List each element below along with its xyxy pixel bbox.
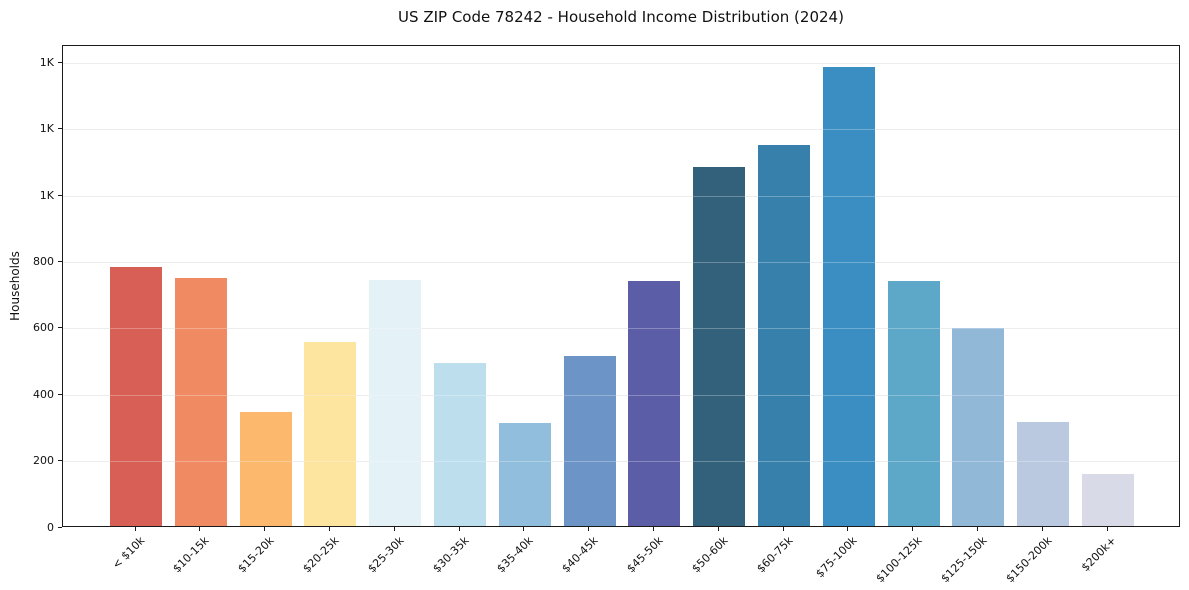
y-tick-label: 200 (33, 454, 54, 468)
y-tick-mark (58, 128, 62, 130)
x-tick-mark (264, 527, 266, 531)
x-tick-mark (588, 527, 590, 531)
chart-title: US ZIP Code 78242 - Household Income Dis… (398, 8, 844, 26)
gridline-overlay (63, 129, 1179, 131)
gridline-overlay (63, 461, 1179, 463)
x-tick-label-5: $30-35k (429, 534, 472, 576)
x-tick-label-2: $15-20k (235, 534, 277, 576)
x-tick-label-4: $25-30k (365, 534, 407, 576)
x-tick-mark (134, 527, 136, 531)
gridline-overlay (63, 261, 1179, 263)
gridline (63, 129, 1179, 131)
y-tick-label: 600 (33, 321, 54, 335)
y-tick-label: 800 (33, 254, 54, 268)
bar-10 (758, 144, 810, 526)
bar-12 (887, 281, 940, 526)
x-tick-mark (1041, 527, 1043, 531)
x-tick-label-3: $20-25k (300, 534, 342, 576)
gridline (63, 195, 1179, 197)
x-tick-label-7: $40-45k (559, 534, 601, 576)
gridline-overlay (63, 62, 1179, 64)
y-tick-label: 1K (39, 55, 54, 69)
gridline (63, 261, 1179, 263)
gridline-overlay (63, 328, 1179, 330)
bar-13 (952, 327, 1005, 526)
bar-1 (174, 277, 227, 526)
bar-5 (434, 363, 486, 526)
x-tick-mark (976, 527, 978, 531)
bar-4 (369, 279, 422, 526)
bar-14 (1017, 421, 1070, 526)
y-tick-mark (58, 460, 62, 462)
x-tick-label-14: $150-200k (1003, 534, 1055, 586)
y-tick-label: 1K (39, 188, 54, 202)
x-tick-label-12: $100-125k (873, 534, 925, 586)
x-tick-mark (393, 527, 395, 531)
x-tick-mark (652, 527, 654, 531)
x-tick-label-11: $75-100k (813, 534, 861, 581)
x-tick-label-0: < $10k (109, 534, 148, 572)
bar-15 (1082, 473, 1134, 526)
x-tick-label-9: $50-60k (689, 534, 731, 576)
bar-2 (239, 411, 292, 526)
plot-area (62, 45, 1180, 527)
x-tick-mark (328, 527, 330, 531)
gridline (63, 328, 1179, 330)
gridline (63, 394, 1179, 396)
y-tick-mark (58, 61, 62, 63)
x-tick-mark (199, 527, 201, 531)
y-tick-mark (58, 260, 62, 262)
gridline (63, 62, 1179, 64)
gridline-overlay (63, 195, 1179, 197)
x-tick-label-13: $125-150k (938, 534, 990, 586)
bar-7 (563, 355, 616, 526)
x-tick-mark (847, 527, 849, 531)
bar-3 (304, 341, 357, 526)
y-tick-mark (58, 526, 62, 528)
x-tick-mark (523, 527, 525, 531)
x-tick-label-10: $60-75k (753, 534, 796, 576)
x-tick-mark (782, 527, 784, 531)
x-tick-label-15: $200k+ (1079, 534, 1120, 575)
x-tick-mark (717, 527, 719, 531)
y-tick-label: 400 (33, 387, 54, 401)
x-tick-mark (1106, 527, 1108, 531)
y-tick-mark (58, 194, 62, 196)
x-tick-label-8: $45-50k (624, 534, 666, 576)
bar-9 (693, 167, 746, 526)
bar-6 (498, 422, 551, 526)
gridline (63, 461, 1179, 463)
x-tick-mark (912, 527, 914, 531)
gridline-overlay (63, 394, 1179, 396)
y-tick-mark (58, 393, 62, 395)
y-tick-mark (58, 327, 62, 329)
bar-0 (110, 267, 162, 526)
x-tick-mark (458, 527, 460, 531)
y-tick-label: 0 (47, 520, 54, 534)
bar-8 (628, 281, 681, 526)
y-tick-label: 1K (39, 122, 54, 136)
x-tick-label-6: $35-40k (494, 534, 537, 576)
bar-11 (822, 67, 875, 526)
x-tick-label-1: $10-15k (170, 534, 213, 576)
